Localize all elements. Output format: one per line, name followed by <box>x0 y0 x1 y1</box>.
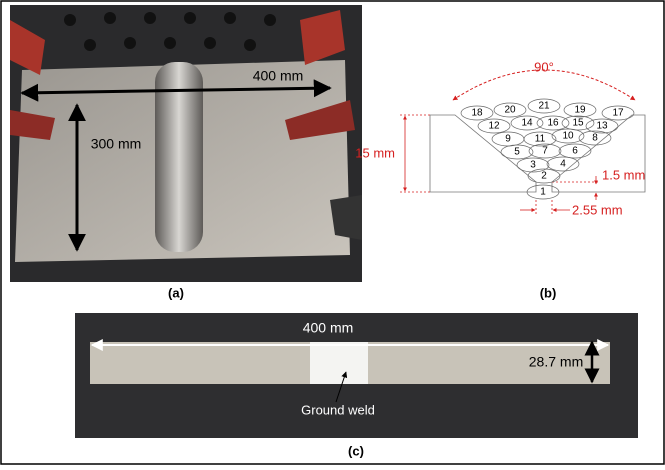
bead-number: 19 <box>574 105 586 116</box>
panel-label: (a) <box>168 285 184 300</box>
bead-number: 15 <box>572 118 584 129</box>
bead-number: 9 <box>505 134 511 145</box>
bead-number: 12 <box>488 121 500 132</box>
root-gap-label: 2.55 mm <box>572 202 623 217</box>
length-label: 400 mm <box>303 320 354 336</box>
bead-number: 7 <box>542 146 548 157</box>
bead-number: 4 <box>560 159 566 170</box>
bead-number: 13 <box>596 121 608 132</box>
thickness-label: 15 mm <box>355 145 395 160</box>
bead-number: 2 <box>541 171 547 182</box>
width-label: 400 mm <box>253 68 304 84</box>
bead-number: 10 <box>562 131 574 142</box>
bead-number: 20 <box>504 105 516 116</box>
bead-number: 1 <box>540 187 546 198</box>
photo-c <box>75 313 638 438</box>
bead-number: 8 <box>592 133 598 144</box>
root-face-label: 1.5 mm <box>602 167 645 182</box>
panel-label: (c) <box>348 443 364 458</box>
bead-number: 14 <box>521 118 533 129</box>
bead-number: 16 <box>547 118 559 129</box>
bead-number: 21 <box>538 101 550 112</box>
width-label: 28.7 mm <box>529 354 583 370</box>
annotation: Ground weld <box>301 402 375 417</box>
bead-number: 18 <box>471 108 483 119</box>
bead-number: 11 <box>535 134 546 145</box>
angle-label: 90° <box>534 59 554 74</box>
bead-number: 6 <box>572 146 578 157</box>
bead-number: 17 <box>612 108 624 119</box>
panel-label: (b) <box>540 285 557 300</box>
bead-number: 5 <box>514 147 520 158</box>
photo-a <box>10 5 362 282</box>
bead-number: 3 <box>530 160 536 171</box>
length-label: 300 mm <box>91 136 142 152</box>
figure: 400 mm 300 mm (a) 1234567891011121314151… <box>0 0 665 465</box>
